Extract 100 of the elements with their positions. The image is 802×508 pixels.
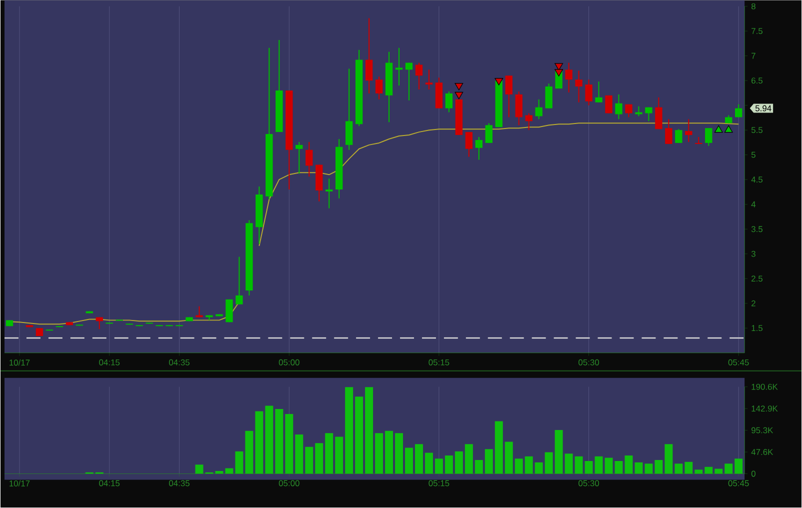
y-tick-label: 47.6K [751, 449, 774, 456]
bar [644, 464, 653, 474]
candlestick [226, 299, 233, 323]
x-tick-label: 05:00 [278, 360, 300, 366]
x-tick-label: 04:15 [99, 360, 120, 366]
bar [255, 411, 264, 474]
candlestick [96, 316, 103, 330]
bar [554, 430, 563, 474]
bar [225, 468, 234, 474]
bar [684, 462, 693, 474]
candlestick [575, 70, 582, 104]
bar [514, 458, 523, 474]
y-tick-label: 190.6K [752, 384, 778, 390]
candlestick [375, 76, 383, 100]
bar [335, 436, 344, 474]
bar [245, 431, 254, 474]
y-tick-label: 5 [751, 152, 756, 158]
y-tick-label: 3 [751, 251, 756, 257]
candlestick [625, 104, 632, 118]
bar [325, 433, 334, 474]
candlestick [655, 97, 662, 130]
candlestick [685, 118, 692, 143]
candlestick [326, 178, 333, 209]
bar [424, 452, 433, 474]
text: 5.94 [755, 105, 772, 112]
bar [365, 387, 374, 474]
bar [295, 434, 304, 474]
x-tick-label: 05:30 [578, 360, 600, 366]
x-tick-label: 05:00 [278, 480, 300, 486]
bar [654, 460, 663, 474]
bar [444, 456, 453, 474]
bar [235, 452, 244, 474]
bar [564, 454, 573, 474]
y-tick-label: 2.5 [752, 276, 763, 282]
candlestick [705, 128, 712, 147]
y-tick-label: 4.5 [751, 176, 763, 183]
bar [385, 431, 394, 474]
y-tick-label: 1.5 [752, 325, 763, 332]
candlestick [465, 132, 473, 158]
bar [285, 414, 294, 474]
candlestick [505, 75, 512, 118]
y-tick-label: 2 [752, 300, 756, 306]
candlestick [605, 95, 612, 114]
x-tick-label: 05:15 [428, 480, 450, 486]
bar [634, 462, 643, 474]
bar [664, 444, 673, 474]
bar [474, 460, 483, 474]
candlestick [515, 91, 522, 126]
bar [534, 462, 543, 474]
candlestick [485, 122, 492, 144]
bar [275, 409, 284, 474]
bar [355, 396, 364, 474]
y-tick-label: 0 [751, 470, 756, 477]
candlestick [585, 79, 592, 106]
bar [724, 464, 733, 474]
bar [464, 444, 473, 474]
bar [624, 456, 633, 474]
bar [594, 456, 603, 474]
bar [584, 461, 593, 474]
bar [454, 452, 463, 474]
candlestick [415, 62, 423, 90]
bar [694, 470, 703, 474]
candlestick [395, 48, 403, 86]
bar [434, 458, 443, 474]
candlestick [345, 68, 353, 151]
candlestick [425, 69, 433, 90]
x-tick-label: 05:45 [728, 360, 749, 366]
y-tick-label: 3.5 [751, 226, 763, 232]
bar [574, 456, 583, 474]
candlestick [675, 128, 682, 144]
candlestick [445, 91, 453, 113]
x-tick-label: 04:35 [169, 360, 190, 366]
candlestick [475, 136, 483, 160]
candlestick [595, 81, 602, 104]
x-tick-label: 10/17 [10, 360, 30, 366]
y-tick-label: 6.5 [752, 78, 763, 84]
bar [674, 464, 683, 474]
x-tick-label: 04:35 [169, 480, 190, 486]
candlestick [645, 106, 652, 122]
candlestick [525, 112, 532, 131]
candlestick [615, 94, 622, 120]
y-tick-label: 5.5 [751, 127, 763, 134]
candlestick [734, 104, 742, 118]
bar [345, 387, 354, 474]
y-tick-label: 7.5 [752, 28, 763, 34]
candlestick [565, 62, 572, 94]
bar [215, 471, 224, 474]
bar [305, 446, 314, 474]
bar [265, 406, 274, 474]
y-tick-label: 8 [751, 3, 756, 10]
bar [395, 433, 404, 474]
bar [714, 468, 723, 474]
candlestick [405, 62, 413, 102]
x-tick-label: 04:15 [99, 480, 120, 486]
bar [375, 433, 384, 474]
x-tick-label: 05:30 [578, 480, 600, 486]
x-tick-label: 05:45 [728, 480, 749, 486]
candlestick [665, 118, 672, 145]
bar [195, 464, 204, 474]
y-tick-label: 4 [751, 202, 756, 208]
